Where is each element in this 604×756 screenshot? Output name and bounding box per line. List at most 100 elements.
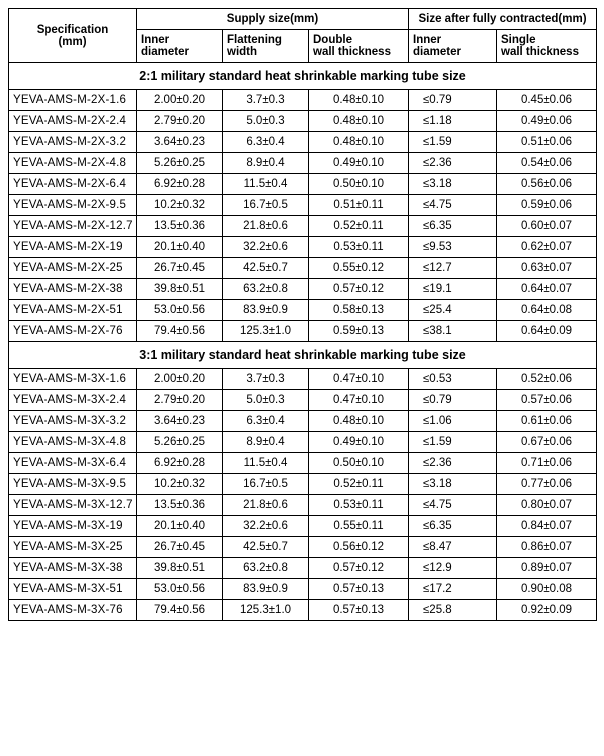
cell-value: 125.3±1.0	[223, 600, 309, 621]
table-row: YEVA-AMS-M-2X-5153.0±0.5683.9±0.90.58±0.…	[9, 300, 597, 321]
cell-value: 0.56±0.12	[309, 537, 409, 558]
cell-value: 11.5±0.4	[223, 453, 309, 474]
hdr-sgl-wall: Singlewall thickness	[497, 30, 597, 63]
cell-value: 0.50±0.10	[309, 174, 409, 195]
cell-value: ≤1.06	[409, 411, 497, 432]
cell-value: 5.0±0.3	[223, 111, 309, 132]
cell-value: 6.3±0.4	[223, 132, 309, 153]
cell-value: 3.7±0.3	[223, 369, 309, 390]
cell-spec: YEVA-AMS-M-3X-76	[9, 600, 137, 621]
cell-value: ≤1.59	[409, 132, 497, 153]
cell-spec: YEVA-AMS-M-2X-9.5	[9, 195, 137, 216]
cell-value: 63.2±0.8	[223, 558, 309, 579]
cell-value: 0.54±0.06	[497, 153, 597, 174]
cell-value: 26.7±0.45	[137, 258, 223, 279]
cell-spec: YEVA-AMS-M-3X-51	[9, 579, 137, 600]
cell-spec: YEVA-AMS-M-3X-2.4	[9, 390, 137, 411]
cell-value: 53.0±0.56	[137, 579, 223, 600]
table-header: Specification(mm) Supply size(mm) Size a…	[9, 9, 597, 63]
table-row: YEVA-AMS-M-2X-1.62.00±0.203.7±0.30.48±0.…	[9, 90, 597, 111]
cell-value: ≤1.59	[409, 432, 497, 453]
hdr-dbl-wall: Doublewall thickness	[309, 30, 409, 63]
cell-value: 0.67±0.06	[497, 432, 597, 453]
cell-spec: YEVA-AMS-M-3X-9.5	[9, 474, 137, 495]
table-row: YEVA-AMS-M-2X-4.85.26±0.258.9±0.40.49±0.…	[9, 153, 597, 174]
cell-value: 10.2±0.32	[137, 474, 223, 495]
cell-value: 0.59±0.13	[309, 321, 409, 342]
table-row: YEVA-AMS-M-3X-5153.0±0.5683.9±0.90.57±0.…	[9, 579, 597, 600]
cell-spec: YEVA-AMS-M-2X-6.4	[9, 174, 137, 195]
cell-value: 0.52±0.11	[309, 216, 409, 237]
cell-value: 32.2±0.6	[223, 516, 309, 537]
cell-value: 0.64±0.07	[497, 279, 597, 300]
cell-value: 125.3±1.0	[223, 321, 309, 342]
cell-value: 0.57±0.13	[309, 579, 409, 600]
cell-value: 0.64±0.09	[497, 321, 597, 342]
cell-value: 6.92±0.28	[137, 174, 223, 195]
cell-value: 0.48±0.10	[309, 132, 409, 153]
cell-value: 13.5±0.36	[137, 495, 223, 516]
table-row: YEVA-AMS-M-2X-3839.8±0.5163.2±0.80.57±0.…	[9, 279, 597, 300]
cell-value: 13.5±0.36	[137, 216, 223, 237]
cell-spec: YEVA-AMS-M-3X-12.7	[9, 495, 137, 516]
cell-spec: YEVA-AMS-M-2X-2.4	[9, 111, 137, 132]
cell-value: 0.53±0.11	[309, 495, 409, 516]
table-row: YEVA-AMS-M-2X-12.713.5±0.3621.8±0.60.52±…	[9, 216, 597, 237]
cell-spec: YEVA-AMS-M-3X-19	[9, 516, 137, 537]
cell-value: 0.80±0.07	[497, 495, 597, 516]
cell-spec: YEVA-AMS-M-2X-76	[9, 321, 137, 342]
cell-value: 2.00±0.20	[137, 90, 223, 111]
cell-spec: YEVA-AMS-M-3X-6.4	[9, 453, 137, 474]
cell-value: 83.9±0.9	[223, 300, 309, 321]
cell-value: 3.7±0.3	[223, 90, 309, 111]
cell-value: 5.26±0.25	[137, 432, 223, 453]
cell-value: ≤0.79	[409, 390, 497, 411]
table-row: YEVA-AMS-M-3X-12.713.5±0.3621.8±0.60.53±…	[9, 495, 597, 516]
cell-value: 0.49±0.10	[309, 153, 409, 174]
cell-spec: YEVA-AMS-M-3X-25	[9, 537, 137, 558]
cell-value: ≤0.53	[409, 369, 497, 390]
table-row: YEVA-AMS-M-3X-2526.7±0.4542.5±0.70.56±0.…	[9, 537, 597, 558]
cell-value: 0.92±0.09	[497, 600, 597, 621]
cell-value: 0.57±0.12	[309, 279, 409, 300]
cell-value: ≤12.9	[409, 558, 497, 579]
cell-value: ≤19.1	[409, 279, 497, 300]
cell-value: 0.84±0.07	[497, 516, 597, 537]
cell-value: 8.9±0.4	[223, 153, 309, 174]
cell-value: ≤2.36	[409, 153, 497, 174]
cell-value: 32.2±0.6	[223, 237, 309, 258]
cell-value: 16.7±0.5	[223, 195, 309, 216]
cell-value: ≤17.2	[409, 579, 497, 600]
hdr-spec-text: Specification(mm)	[37, 24, 109, 48]
hdr-spec: Specification(mm)	[9, 9, 137, 63]
cell-value: 79.4±0.56	[137, 321, 223, 342]
cell-value: ≤25.4	[409, 300, 497, 321]
table-row: YEVA-AMS-M-2X-1920.1±0.4032.2±0.60.53±0.…	[9, 237, 597, 258]
cell-value: ≤25.8	[409, 600, 497, 621]
cell-value: ≤38.1	[409, 321, 497, 342]
cell-spec: YEVA-AMS-M-3X-38	[9, 558, 137, 579]
table-row: YEVA-AMS-M-3X-3839.8±0.5163.2±0.80.57±0.…	[9, 558, 597, 579]
table-body: 2:1 military standard heat shrinkable ma…	[9, 63, 597, 621]
cell-spec: YEVA-AMS-M-2X-12.7	[9, 216, 137, 237]
cell-value: 42.5±0.7	[223, 258, 309, 279]
cell-value: 0.77±0.06	[497, 474, 597, 495]
cell-value: 0.57±0.06	[497, 390, 597, 411]
hdr-contracted: Size after fully contracted(mm)	[409, 9, 597, 30]
spec-table: Specification(mm) Supply size(mm) Size a…	[8, 8, 597, 621]
cell-spec: YEVA-AMS-M-2X-51	[9, 300, 137, 321]
cell-value: ≤12.7	[409, 258, 497, 279]
table-row: YEVA-AMS-M-2X-7679.4±0.56125.3±1.00.59±0…	[9, 321, 597, 342]
cell-value: ≤9.53	[409, 237, 497, 258]
cell-value: 39.8±0.51	[137, 558, 223, 579]
cell-value: 0.90±0.08	[497, 579, 597, 600]
cell-spec: YEVA-AMS-M-2X-19	[9, 237, 137, 258]
cell-value: 0.62±0.07	[497, 237, 597, 258]
cell-value: 2.79±0.20	[137, 111, 223, 132]
cell-value: 0.63±0.07	[497, 258, 597, 279]
table-row: YEVA-AMS-M-3X-1920.1±0.4032.2±0.60.55±0.…	[9, 516, 597, 537]
cell-value: 3.64±0.23	[137, 132, 223, 153]
table-row: YEVA-AMS-M-3X-1.62.00±0.203.7±0.30.47±0.…	[9, 369, 597, 390]
cell-value: 21.8±0.6	[223, 216, 309, 237]
cell-value: 0.49±0.06	[497, 111, 597, 132]
